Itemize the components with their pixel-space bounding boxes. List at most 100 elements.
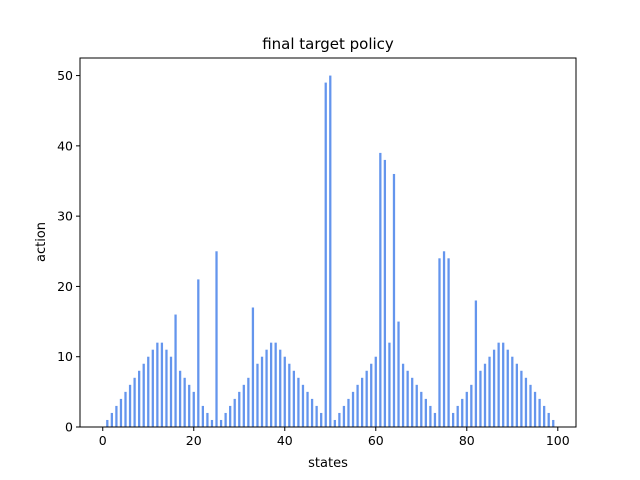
bar (292, 370, 296, 427)
bar (524, 377, 528, 427)
bar (224, 412, 227, 427)
bar (470, 384, 473, 427)
bar (360, 377, 364, 427)
bar (488, 356, 491, 427)
bar (379, 152, 382, 427)
bar (320, 412, 323, 427)
bar (401, 363, 405, 427)
x-tick-label: 20 (186, 433, 202, 448)
bar (329, 75, 332, 427)
bar (420, 391, 423, 427)
bar (511, 356, 514, 427)
bar (279, 349, 282, 427)
bar (324, 82, 327, 427)
y-tick-label: 20 (57, 279, 73, 294)
bar (429, 405, 432, 427)
bar (110, 412, 113, 427)
bar (238, 391, 241, 427)
bar (424, 398, 427, 427)
bar (297, 377, 300, 427)
bar (370, 363, 373, 427)
bar (411, 377, 414, 427)
bar (133, 377, 136, 427)
bar (374, 356, 377, 427)
bar (474, 300, 478, 427)
bar (119, 398, 123, 427)
bar (406, 370, 409, 427)
bar (147, 356, 150, 427)
bar (288, 363, 291, 427)
bar (465, 391, 468, 427)
x-tick-label: 40 (277, 433, 293, 448)
bar (138, 370, 141, 427)
bar (543, 405, 546, 427)
bar (547, 412, 550, 427)
bar (397, 321, 400, 427)
bar (310, 398, 314, 427)
bar (201, 405, 204, 427)
x-tick-label: 80 (459, 433, 475, 448)
bar (365, 370, 368, 427)
bar (338, 412, 341, 427)
bar (269, 342, 273, 427)
bar (552, 419, 555, 427)
bar (506, 349, 509, 427)
x-tick-label: 0 (99, 433, 107, 448)
bar (242, 384, 245, 427)
bar (160, 342, 164, 427)
bar (356, 384, 359, 427)
y-tick-label: 0 (65, 420, 73, 435)
bar (274, 342, 277, 427)
x-tick-label: 100 (546, 433, 570, 448)
bar (529, 384, 532, 427)
bar (479, 370, 482, 427)
chart-title: final target policy (262, 35, 394, 53)
bar (415, 384, 418, 427)
bar (347, 398, 350, 427)
bar (233, 398, 236, 427)
bar (538, 398, 541, 427)
bar (251, 307, 255, 427)
bar (447, 258, 450, 427)
bar (192, 391, 195, 427)
bar (156, 342, 159, 427)
y-axis-ticks: 0 10 20 30 40 50 (57, 68, 80, 435)
x-axis-ticks: 0 20 40 60 80 100 (99, 427, 570, 448)
bar (106, 419, 109, 427)
bar (492, 349, 496, 427)
bar (442, 251, 446, 427)
bar (183, 377, 186, 427)
bar (438, 258, 441, 427)
bar (306, 391, 309, 427)
bar (115, 405, 118, 427)
bars-group (106, 75, 555, 427)
y-axis-label: action (34, 222, 49, 262)
bar (383, 159, 387, 427)
bar (128, 384, 132, 427)
bar (301, 384, 305, 427)
bar (433, 412, 437, 427)
bar (142, 363, 145, 427)
bar (515, 363, 518, 427)
bar (174, 314, 177, 427)
y-tick-label: 10 (57, 349, 73, 364)
bar (165, 349, 168, 427)
bar (283, 356, 286, 427)
bar (210, 419, 214, 427)
bar (169, 356, 173, 427)
bar (215, 251, 218, 427)
bar (497, 342, 500, 427)
bar (265, 349, 268, 427)
bar (219, 419, 223, 427)
bar (197, 279, 200, 427)
bar (520, 370, 523, 427)
bar (247, 377, 250, 427)
y-tick-label: 50 (57, 68, 73, 83)
bar (483, 363, 487, 427)
bar (502, 342, 505, 427)
bar (256, 363, 259, 427)
bar (178, 370, 182, 427)
bar (151, 349, 154, 427)
